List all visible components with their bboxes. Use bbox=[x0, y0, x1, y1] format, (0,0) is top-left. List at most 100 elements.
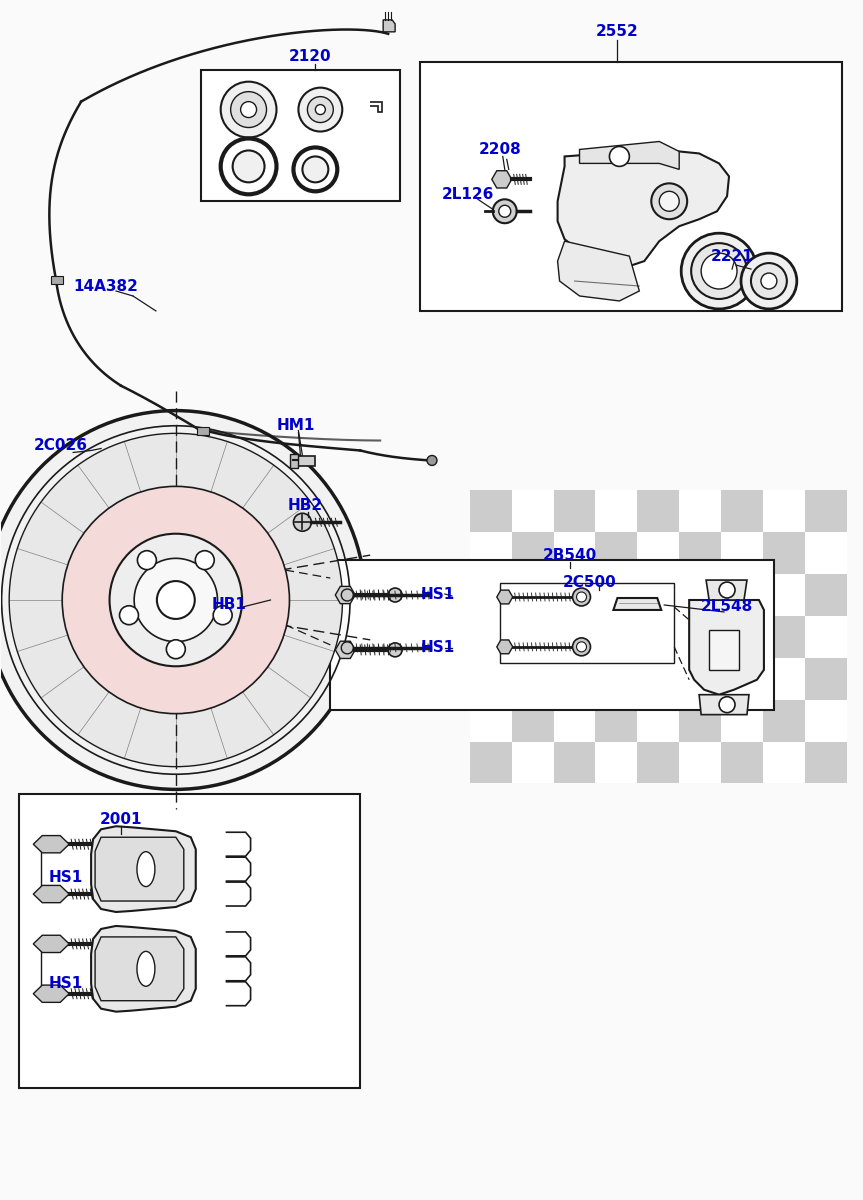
Bar bbox=[721, 742, 763, 784]
Circle shape bbox=[576, 592, 587, 602]
Bar bbox=[805, 658, 847, 700]
Circle shape bbox=[701, 253, 737, 289]
Polygon shape bbox=[34, 985, 69, 1002]
Bar bbox=[805, 533, 847, 574]
Text: 2L548: 2L548 bbox=[701, 600, 753, 614]
Bar bbox=[638, 700, 679, 742]
Text: 2C026: 2C026 bbox=[35, 438, 88, 452]
Polygon shape bbox=[614, 598, 661, 610]
Polygon shape bbox=[336, 587, 356, 604]
Bar bbox=[553, 700, 595, 742]
Circle shape bbox=[681, 233, 757, 308]
Bar bbox=[512, 700, 553, 742]
Bar bbox=[595, 658, 638, 700]
Circle shape bbox=[293, 148, 337, 191]
Bar bbox=[469, 700, 512, 742]
Circle shape bbox=[499, 205, 511, 217]
Polygon shape bbox=[557, 150, 729, 266]
Circle shape bbox=[233, 150, 265, 182]
Bar bbox=[721, 616, 763, 658]
Bar bbox=[679, 700, 721, 742]
Polygon shape bbox=[95, 937, 184, 1001]
Circle shape bbox=[388, 588, 402, 602]
Bar bbox=[512, 616, 553, 658]
Polygon shape bbox=[336, 641, 356, 659]
Text: 2B540: 2B540 bbox=[543, 547, 596, 563]
Bar bbox=[469, 491, 512, 533]
Bar bbox=[721, 700, 763, 742]
Text: 2120: 2120 bbox=[289, 49, 331, 65]
Bar bbox=[763, 491, 805, 533]
Bar bbox=[805, 616, 847, 658]
Polygon shape bbox=[91, 926, 196, 1012]
Text: Salderia: Salderia bbox=[213, 598, 567, 672]
Bar bbox=[709, 630, 739, 670]
Bar bbox=[295, 456, 315, 467]
Bar bbox=[763, 616, 805, 658]
Bar bbox=[19, 794, 360, 1088]
Polygon shape bbox=[497, 640, 513, 654]
Bar bbox=[763, 658, 805, 700]
Bar bbox=[638, 742, 679, 784]
Bar bbox=[805, 491, 847, 533]
Bar bbox=[469, 533, 512, 574]
Bar bbox=[420, 61, 841, 311]
Bar bbox=[331, 560, 774, 709]
Text: 2C500: 2C500 bbox=[563, 575, 616, 589]
Circle shape bbox=[388, 643, 402, 656]
Circle shape bbox=[241, 102, 256, 118]
Bar bbox=[721, 574, 763, 616]
Polygon shape bbox=[699, 695, 749, 715]
Bar bbox=[763, 742, 805, 784]
Text: HS1: HS1 bbox=[421, 641, 455, 655]
Bar bbox=[721, 491, 763, 533]
Bar bbox=[553, 616, 595, 658]
Circle shape bbox=[341, 589, 353, 601]
Bar bbox=[553, 742, 595, 784]
Circle shape bbox=[691, 244, 747, 299]
Bar bbox=[763, 533, 805, 574]
Circle shape bbox=[302, 156, 328, 182]
Bar bbox=[553, 658, 595, 700]
Bar bbox=[638, 658, 679, 700]
Bar bbox=[469, 658, 512, 700]
Polygon shape bbox=[706, 580, 747, 600]
Text: HS1: HS1 bbox=[421, 587, 455, 601]
Bar bbox=[553, 574, 595, 616]
Bar bbox=[595, 533, 638, 574]
Text: HM1: HM1 bbox=[276, 418, 315, 433]
Polygon shape bbox=[492, 170, 512, 188]
Bar bbox=[679, 574, 721, 616]
Circle shape bbox=[719, 582, 735, 598]
Bar bbox=[679, 616, 721, 658]
Circle shape bbox=[741, 253, 797, 308]
Circle shape bbox=[341, 642, 353, 654]
Bar bbox=[595, 616, 638, 658]
Text: 2552: 2552 bbox=[596, 24, 639, 40]
Bar bbox=[469, 574, 512, 616]
Circle shape bbox=[307, 97, 333, 122]
Bar bbox=[638, 533, 679, 574]
Text: 2221: 2221 bbox=[710, 248, 753, 264]
Bar bbox=[291, 455, 299, 468]
Circle shape bbox=[213, 606, 232, 625]
Ellipse shape bbox=[137, 952, 154, 986]
Bar bbox=[512, 742, 553, 784]
Polygon shape bbox=[497, 590, 513, 604]
Polygon shape bbox=[34, 935, 69, 953]
Circle shape bbox=[221, 82, 276, 138]
Circle shape bbox=[572, 588, 590, 606]
Circle shape bbox=[751, 263, 787, 299]
Circle shape bbox=[652, 184, 687, 220]
Circle shape bbox=[137, 551, 156, 570]
Bar bbox=[638, 491, 679, 533]
Circle shape bbox=[427, 456, 437, 466]
Circle shape bbox=[761, 274, 777, 289]
Text: 14A382: 14A382 bbox=[73, 278, 138, 294]
Bar bbox=[595, 700, 638, 742]
Polygon shape bbox=[91, 827, 196, 912]
Bar bbox=[512, 574, 553, 616]
Polygon shape bbox=[557, 241, 639, 301]
Ellipse shape bbox=[137, 852, 154, 887]
Circle shape bbox=[719, 697, 735, 713]
